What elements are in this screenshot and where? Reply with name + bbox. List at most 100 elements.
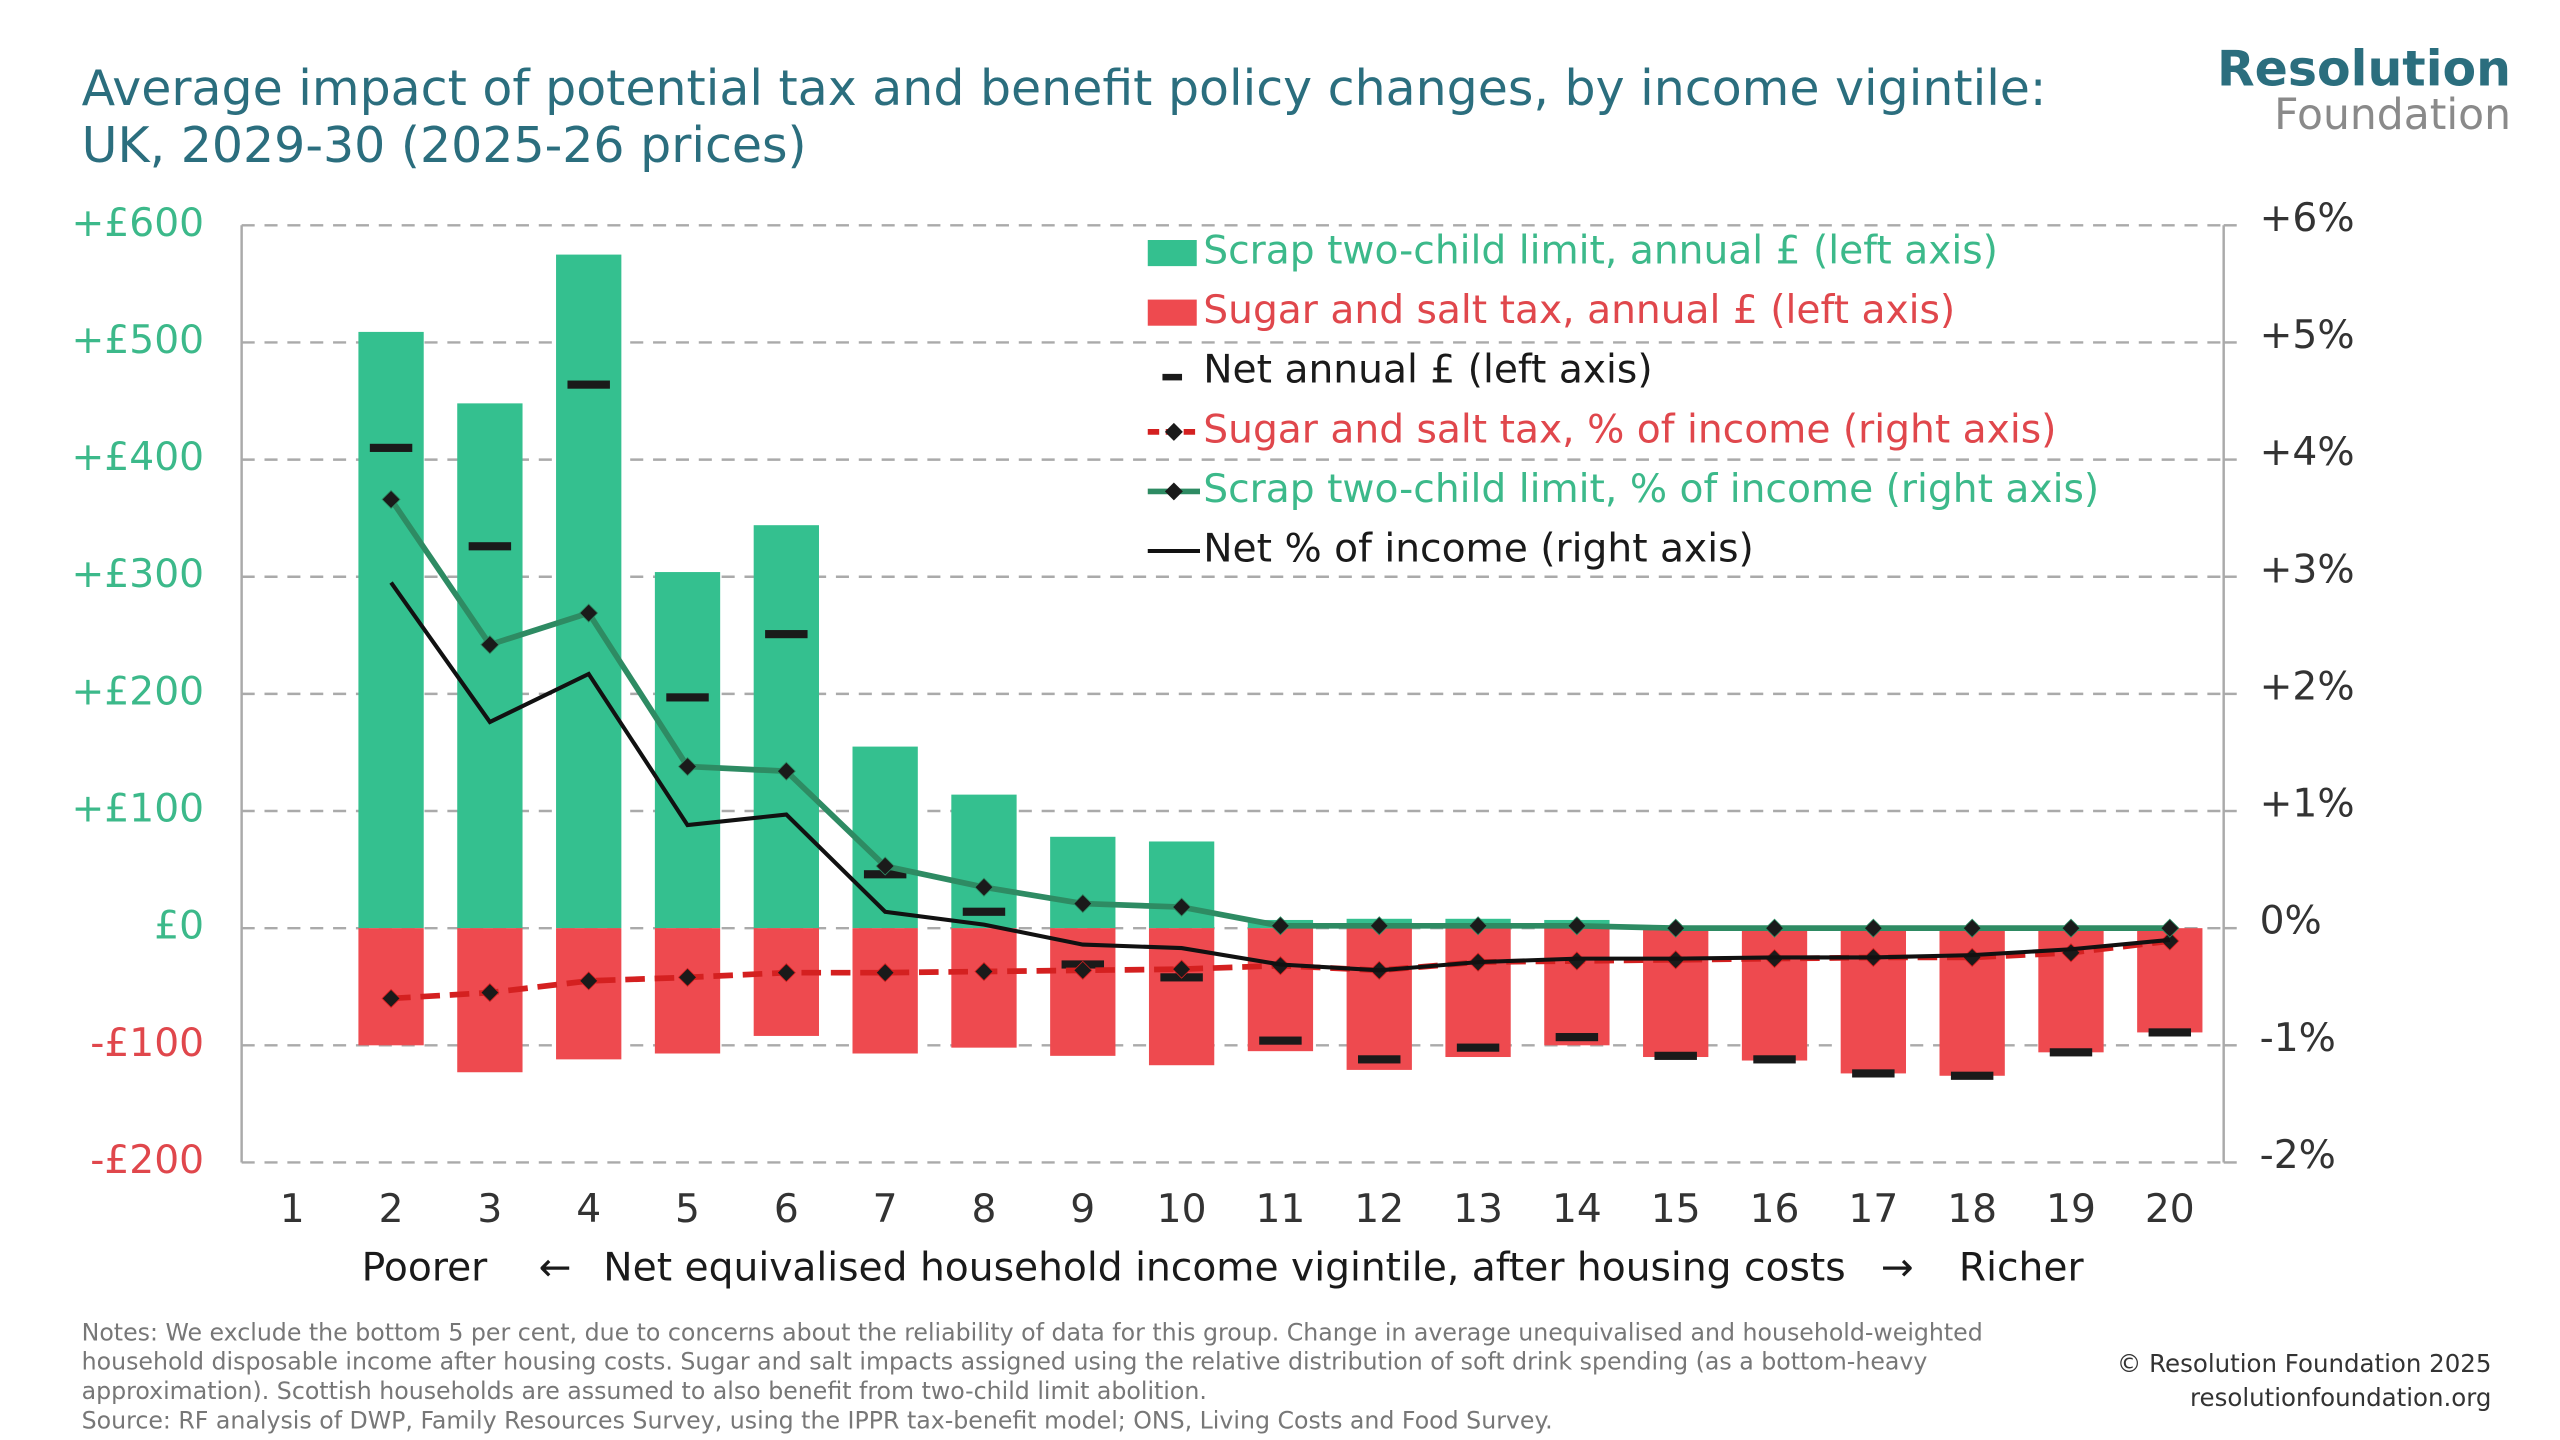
net-marker xyxy=(962,907,1006,916)
bar xyxy=(358,331,424,929)
legend-swatch xyxy=(1164,482,1183,501)
bar xyxy=(1445,928,1511,1058)
point xyxy=(875,856,895,876)
y-tick-label: +£300 xyxy=(72,552,205,597)
point xyxy=(1073,894,1093,914)
point xyxy=(677,967,698,987)
bar xyxy=(556,254,622,929)
legend-swatch xyxy=(1147,240,1197,267)
net-marker xyxy=(1456,1043,1500,1052)
point xyxy=(480,983,500,1003)
net-marker xyxy=(2148,1028,2192,1037)
x-label: → xyxy=(1881,1246,1914,1291)
point xyxy=(579,603,599,623)
point xyxy=(677,756,698,777)
y2-tick-label: +4% xyxy=(2260,430,2355,475)
legend-label: Scrap two-child limit, annual £ (left ax… xyxy=(1203,229,1998,274)
x-tick-label: 18 xyxy=(1947,1187,1997,1232)
y-tick-label: +£600 xyxy=(72,201,205,246)
point xyxy=(1863,918,1883,938)
x-tick-label: 13 xyxy=(1453,1187,1503,1232)
x-tick-label: 2 xyxy=(379,1187,404,1232)
point xyxy=(1369,916,1389,936)
net-marker xyxy=(1555,1033,1599,1042)
y2-tick-label: +2% xyxy=(2260,664,2355,709)
net-marker xyxy=(369,443,413,452)
bar xyxy=(852,928,918,1054)
point xyxy=(974,961,994,982)
x-label: Poorer xyxy=(362,1246,489,1291)
x-label: ← xyxy=(539,1246,572,1291)
copyright: resolutionfoundation.org xyxy=(2190,1383,2491,1412)
point xyxy=(1270,916,1290,936)
point xyxy=(381,489,401,509)
x-tick-label: 5 xyxy=(675,1187,700,1232)
x-tick-label: 20 xyxy=(2145,1187,2195,1232)
legend-label: Sugar and salt tax, % of income (right a… xyxy=(1203,407,2056,452)
bar xyxy=(1643,928,1709,1058)
x-tick-label: 1 xyxy=(280,1187,305,1232)
point xyxy=(1468,916,1488,936)
y2-tick-label: -2% xyxy=(2260,1133,2336,1178)
chart-title: Average impact of potential tax and bene… xyxy=(82,60,2047,117)
bar xyxy=(1741,928,1808,1061)
bar xyxy=(852,746,918,929)
x-tick-label: 4 xyxy=(576,1187,601,1232)
x-tick-label: 17 xyxy=(1848,1187,1898,1232)
net-marker xyxy=(765,630,808,639)
note: approximation). Scottish households are … xyxy=(82,1377,1207,1405)
legend-label: Scrap two-child limit, % of income (righ… xyxy=(1203,467,2099,512)
copyright: © Resolution Foundation 2025 xyxy=(2117,1349,2492,1378)
point xyxy=(579,971,599,991)
x-tick-label: 19 xyxy=(2046,1187,2096,1232)
y-tick-label: -£200 xyxy=(90,1138,204,1183)
chart-title: UK, 2029-30 (2025-26 prices) xyxy=(82,117,807,174)
y-tick-label: +£400 xyxy=(72,435,205,480)
net-marker xyxy=(468,542,512,551)
y2-tick-label: 0% xyxy=(2260,899,2322,944)
x-tick-label: 7 xyxy=(873,1187,898,1232)
x-label: Net equivalised household income viginti… xyxy=(603,1246,1845,1291)
point xyxy=(1172,959,1192,979)
point xyxy=(2160,918,2180,938)
y-tick-label: -£100 xyxy=(90,1021,204,1066)
bar xyxy=(654,572,721,929)
point xyxy=(381,988,401,1009)
y-tick-label: +£100 xyxy=(72,787,205,832)
x-tick-label: 10 xyxy=(1157,1187,1207,1232)
bar xyxy=(1346,928,1412,1070)
line xyxy=(389,581,2170,973)
bar xyxy=(1050,928,1116,1056)
y2-tick-label: +1% xyxy=(2260,782,2355,827)
bar xyxy=(1544,928,1610,1046)
x-tick-label: 6 xyxy=(774,1187,799,1232)
x-tick-label: 14 xyxy=(1552,1187,1602,1232)
y2-tick-label: +5% xyxy=(2260,313,2355,358)
net-marker xyxy=(567,380,610,389)
net-marker xyxy=(2049,1048,2093,1057)
net-marker xyxy=(1950,1071,1994,1080)
y-tick-label: +£200 xyxy=(72,669,205,714)
point xyxy=(776,963,796,983)
point xyxy=(480,635,500,655)
point xyxy=(776,761,796,781)
x-tick-label: 3 xyxy=(477,1187,502,1232)
bar xyxy=(457,403,523,929)
bar xyxy=(951,794,1017,929)
bar xyxy=(951,928,1017,1048)
y2-tick-label: +3% xyxy=(2260,547,2355,592)
note: Source: RF analysis of DWP, Family Resou… xyxy=(82,1407,1553,1435)
note: Notes: We exclude the bottom 5 per cent,… xyxy=(82,1318,1983,1346)
legend-label: Net annual £ (left axis) xyxy=(1203,348,1652,393)
point xyxy=(974,877,994,897)
point xyxy=(1666,918,1686,938)
point xyxy=(1962,918,1982,938)
x-tick-label: 16 xyxy=(1750,1187,1800,1232)
x-tick-label: 8 xyxy=(972,1187,997,1232)
y-tick-label: +£500 xyxy=(72,318,205,363)
legend-swatch xyxy=(1164,422,1183,441)
net-marker xyxy=(666,693,709,702)
x-tick-label: 9 xyxy=(1070,1187,1095,1232)
